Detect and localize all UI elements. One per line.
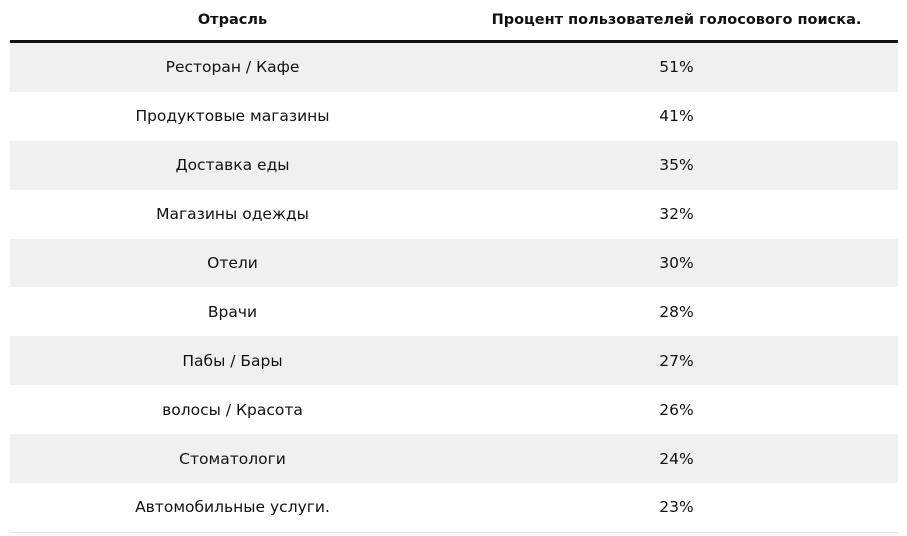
percent-cell: 35% [659,156,694,175]
header-industry: Отрасль [197,12,268,28]
table-row: волосы / Красота 26% [10,385,898,435]
industry-cell: Стоматологи [179,449,286,468]
industry-cell: волосы / Красота [162,400,303,419]
percent-cell: 32% [659,205,694,224]
percent-cell: 30% [659,254,694,272]
table-header: Отрасль Процент пользователей голосового… [10,0,898,43]
percent-cell: 51% [659,58,694,77]
industry-cell: Врачи [207,302,258,321]
percent-cell: 28% [659,302,694,321]
percent-cell: 27% [659,351,694,370]
data-table: Отрасль Процент пользователей голосового… [10,0,898,533]
header-percent: Процент пользователей голосового поиска. [491,12,862,28]
industry-cell: Магазины одежды [156,205,309,224]
percent-cell: 41% [659,107,694,126]
industry-cell: Ресторан / Кафе [165,58,300,77]
table-row: Автомобильные услуги. 23% [10,483,898,532]
percent-cell: 26% [659,400,694,419]
table-row: Врачи 28% [10,287,898,337]
table-row: Пабы / Бары 27% [10,336,898,386]
industry-cell: Продуктовые магазины [135,107,330,126]
industry-cell: Пабы / Бары [182,351,283,370]
table-row: Стоматологи 24% [10,434,898,484]
table-bottom-divider [10,531,898,533]
table-row: Доставка еды 35% [10,140,898,190]
percent-cell: 24% [659,449,694,468]
industry-cell: Автомобильные услуги. [135,498,330,517]
table-row: Продуктовые магазины 41% [10,91,898,141]
percent-cell: 23% [659,498,694,517]
industry-cell: Доставка еды [175,156,290,175]
table-row: Отели 30% [10,238,898,288]
table-row: Магазины одежды 32% [10,189,898,239]
table-row: Ресторан / Кафе 51% [10,43,898,92]
table-body: Ресторан / Кафе 51% Продуктовые магазины… [10,43,898,532]
industry-cell: Отели [207,254,258,272]
